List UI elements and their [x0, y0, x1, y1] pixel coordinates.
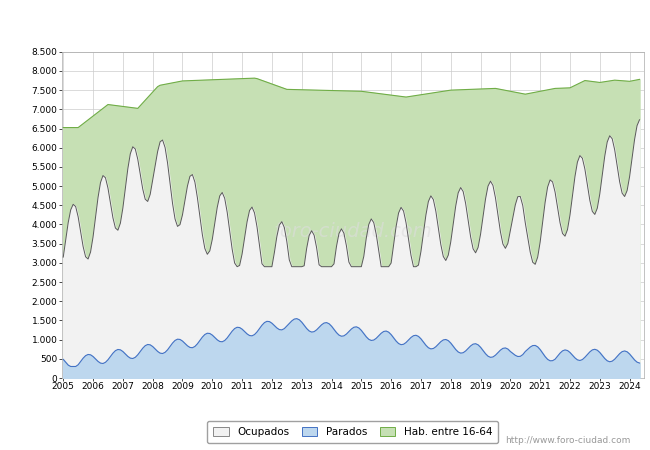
Text: http://www.foro-ciudad.com: http://www.foro-ciudad.com — [505, 436, 630, 445]
Text: Torroella de Montgrí - Evolucion de la poblacion en edad de Trabajar Mayo de 202: Torroella de Montgrí - Evolucion de la p… — [65, 15, 585, 28]
Text: foro-ciudad.com: foro-ciudad.com — [273, 222, 432, 241]
Legend: Ocupados, Parados, Hab. entre 16-64: Ocupados, Parados, Hab. entre 16-64 — [207, 421, 499, 443]
